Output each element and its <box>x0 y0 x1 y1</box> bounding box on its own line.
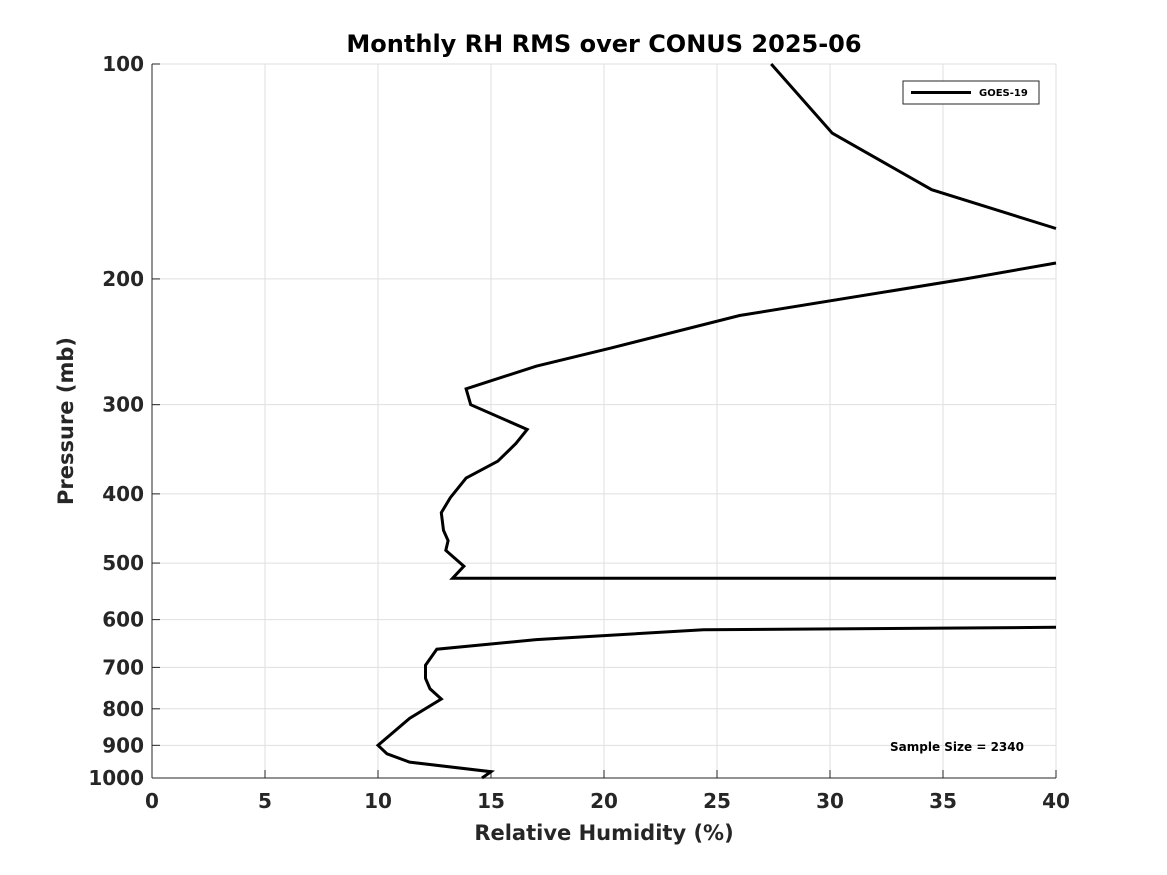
series-line-goes-19 <box>770 63 1057 230</box>
x-tick-label: 35 <box>929 789 957 813</box>
x-tick-label: 5 <box>258 789 272 813</box>
series-lines <box>375 63 1057 780</box>
x-tick-label: 15 <box>477 789 505 813</box>
series-line-goes-19 <box>375 625 1057 780</box>
y-tick-label: 800 <box>102 697 144 721</box>
axis-ticks: 0 5 10 15 20 25 30 35 40 100 200 300 400 500 600 700 800… <box>88 52 1070 813</box>
x-tick-label: 20 <box>590 789 618 813</box>
y-tick-label: 400 <box>102 482 144 506</box>
y-tick-label: 200 <box>102 267 144 291</box>
x-tick-label: 40 <box>1042 789 1070 813</box>
y-axis-label: Pressure (mb) <box>54 337 78 505</box>
x-tick-label: 25 <box>703 789 731 813</box>
x-tick-label: 30 <box>816 789 844 813</box>
x-tick-label: 0 <box>145 789 159 813</box>
legend: GOES-19 <box>902 80 1040 105</box>
series-line-goes-19 <box>439 261 1057 580</box>
y-tick-label: 700 <box>102 655 144 679</box>
grid <box>151 63 1057 779</box>
y-tick-label: 900 <box>102 733 144 757</box>
sample-size-annotation: Sample Size = 2340 <box>890 740 1024 754</box>
x-axis-label: Relative Humidity (%) <box>474 821 733 845</box>
y-tick-label: 1000 <box>88 766 144 790</box>
y-tick-label: 100 <box>102 52 144 76</box>
legend-label-goes-19: GOES-19 <box>979 88 1028 99</box>
chart-title: Monthly RH RMS over CONUS 2025-06 <box>346 30 861 58</box>
y-tick-label: 300 <box>102 393 144 417</box>
y-tick-label: 600 <box>102 608 144 632</box>
y-tick-label: 500 <box>102 551 144 575</box>
x-tick-label: 10 <box>364 789 392 813</box>
